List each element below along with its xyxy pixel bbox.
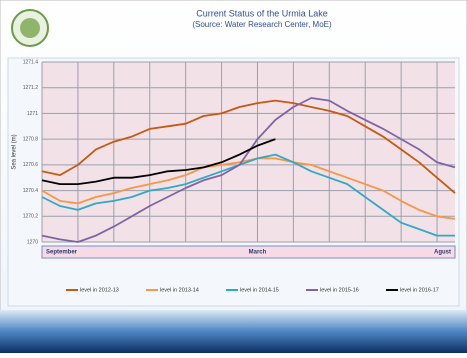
series-line <box>41 99 456 194</box>
series-line <box>41 138 276 185</box>
y-tick-label: 1270.2 <box>23 214 39 220</box>
y-tick-label: 1271.4 <box>23 59 39 65</box>
chart-subtitle: (Source: Water Research Center, MoE) <box>192 20 332 29</box>
legend-label: level in 2016-17 <box>400 287 439 293</box>
y-tick-label: 1270.4 <box>23 188 39 194</box>
y-tick-label: 1270.6 <box>23 162 39 168</box>
x-tick-label: March <box>249 250 267 256</box>
y-tick-label: 1271 <box>27 111 38 117</box>
y-tick-label: 1270 <box>27 239 38 245</box>
x-axis-band <box>41 245 456 259</box>
x-tick-label: September <box>46 250 78 256</box>
legend-label: level in 2012-13 <box>80 287 119 293</box>
y-tick-label: 1271.2 <box>23 85 39 91</box>
legend-label: level in 2013-14 <box>160 287 199 293</box>
series-line <box>41 97 456 243</box>
series-line <box>41 153 455 237</box>
y-axis-label: Sea level (m) <box>12 134 18 169</box>
legend-label: level in 2014-15 <box>240 287 279 293</box>
series-line <box>41 157 456 220</box>
logo-inner <box>20 18 40 38</box>
x-tick-label: Agust <box>434 250 451 256</box>
water-banner <box>0 310 467 353</box>
legend-label: level in 2015-16 <box>320 287 359 293</box>
y-tick-label: 1270.8 <box>23 136 39 142</box>
chart-title: Current Status of the Urmia Lake <box>196 8 328 18</box>
